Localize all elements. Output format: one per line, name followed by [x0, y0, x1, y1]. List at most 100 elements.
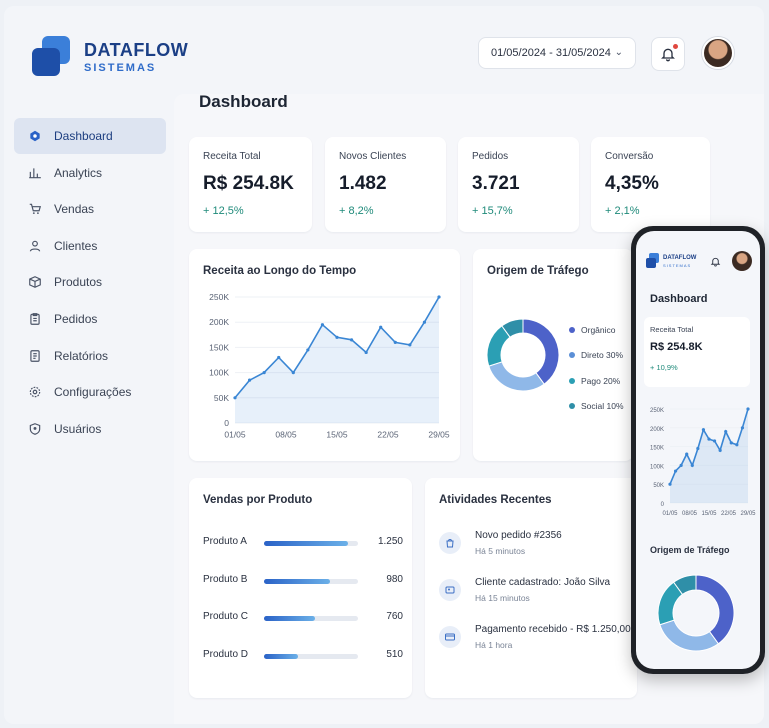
data-point — [707, 437, 711, 441]
bar-value: 980 — [386, 573, 403, 585]
data-point — [701, 428, 706, 432]
y-tick-label: 150K — [209, 342, 229, 352]
bar-label: Produto B — [203, 573, 248, 585]
activity-item[interactable]: Novo pedido #2356 Há 5 minutos — [439, 530, 629, 566]
kpi-delta: + 2,1% — [605, 205, 640, 217]
data-point — [247, 378, 252, 382]
data-point — [679, 463, 683, 467]
date-range-picker[interactable]: 01/05/2024 - 31/05/2024 ⌄ — [478, 37, 636, 69]
sidebar-item-label: Usuários — [54, 421, 102, 436]
activity-item[interactable]: Pagamento recebido - R$ 1.250,00 Há 1 hor… — [439, 624, 631, 660]
data-point — [393, 340, 397, 344]
donut-slice — [695, 574, 735, 645]
y-tick-label: 200K — [650, 427, 664, 433]
bar-value: 1.250 — [377, 536, 403, 547]
y-tick-label: 250K — [650, 408, 664, 414]
mobile-kpi-label: Receita Total — [650, 325, 694, 334]
data-point — [437, 295, 441, 299]
data-point — [320, 323, 325, 327]
brand-name: DATAFLOW — [84, 40, 189, 60]
bar-fill — [264, 616, 316, 621]
data-point — [349, 338, 354, 342]
legend-swatch — [569, 403, 575, 410]
traffic-donut-chart — [486, 318, 560, 392]
traffic-card: Origem de Tráfego Orgânico Direto 30% Pago… — [473, 249, 633, 461]
bar-track — [264, 653, 358, 659]
sidebar-item-produtos[interactable]: Produtos — [14, 264, 166, 300]
analytics-icon — [28, 166, 42, 180]
bell-icon — [661, 48, 675, 62]
activities-title: Atividades Recentes — [439, 494, 552, 506]
sidebar-item-usuarios[interactable]: Usuários — [14, 411, 166, 447]
legend-item: Direto 30% — [569, 343, 624, 369]
y-tick-label: 50K — [214, 393, 229, 403]
logo-mark-icon — [32, 36, 72, 76]
user-icon — [28, 239, 42, 253]
legend-label: Orgânico — [581, 324, 616, 335]
data-point — [335, 335, 339, 339]
activity-title: Pagamento recebido - R$ 1.250,00 — [475, 624, 631, 635]
sidebar-item-dashboard[interactable]: Dashboard — [14, 118, 166, 154]
dashboard-icon — [28, 129, 42, 143]
data-point — [422, 320, 427, 324]
data-point — [735, 443, 739, 447]
mobile-revenue-chart: 0 50K 100K 150K 200K 250K 01/05 08/05 15/05 22/05… — [650, 407, 756, 517]
user-avatar[interactable] — [702, 37, 734, 69]
sidebar-item-vendas[interactable]: Vendas — [14, 191, 166, 227]
donut-slice — [659, 619, 720, 652]
bar-fill — [264, 541, 348, 546]
mobile-kpi-delta: + 10,9% — [650, 363, 678, 372]
y-tick-label: 150K — [650, 446, 664, 452]
kpi-value: 3.721 — [472, 173, 520, 194]
gear-icon — [28, 385, 42, 399]
sidebar-item-configuracoes[interactable]: Configurações — [14, 374, 166, 410]
y-tick-label: 100K — [650, 464, 664, 470]
legend-swatch — [569, 377, 575, 384]
mobile-screen: DATAFLOW SISTEMAS Dashboard Receita Tota… — [636, 231, 760, 669]
legend-label: Social 10% — [581, 401, 624, 412]
sidebar-item-label: Analytics — [54, 165, 103, 180]
sidebar-item-relatorios[interactable]: Relatórios — [14, 338, 166, 374]
activity-time: Há 15 minutos — [475, 593, 530, 603]
mobile-kpi-card: Receita Total R$ 254.8K + 10,9% — [644, 317, 750, 387]
x-tick-label: 15/05 — [701, 511, 717, 517]
legend-item: Orgânico — [569, 317, 624, 343]
traffic-title: Origem de Tráfego — [487, 265, 589, 277]
revenue-chart-card: Receita ao Longo do Tempo 0 50K 100K 150K 20… — [189, 249, 460, 461]
mobile-preview: DATAFLOW SISTEMAS Dashboard Receita Tota… — [631, 226, 765, 674]
data-point — [729, 441, 733, 445]
bar-fill — [264, 653, 299, 659]
brand-subtitle: SISTEMAS — [84, 62, 157, 74]
donut-slice — [522, 318, 560, 385]
revenue-chart-title: Receita ao Longo do Tempo — [203, 265, 357, 277]
sidebar-item-label: Dashboard — [54, 129, 113, 143]
kpi-card-revenue: Receita Total R$ 254.8K + 12,5% — [189, 137, 312, 232]
bar-fill — [264, 578, 330, 584]
data-point — [740, 426, 745, 430]
y-tick-label: 250K — [209, 292, 229, 302]
activities-card: Atividades Recentes Novo pedido #2356 Há … — [425, 478, 637, 698]
kpi-value: R$ 254.8K — [203, 173, 294, 194]
data-point — [306, 348, 310, 352]
bar-label: Produto D — [203, 648, 249, 660]
line-area — [235, 297, 439, 423]
sidebar-item-label: Vendas — [54, 202, 95, 217]
sidebar-item-clientes[interactable]: Clientes — [14, 228, 166, 264]
x-tick-label: 15/05 — [326, 430, 348, 440]
traffic-legend: Orgânico Direto 30% Pago 20% Social 10% — [569, 317, 624, 419]
data-point — [379, 325, 383, 329]
sidebar-item-pedidos[interactable]: Pedidos — [14, 301, 166, 337]
notifications-button[interactable] — [651, 37, 685, 71]
sidebar-item-analytics[interactable]: Analytics — [14, 155, 166, 191]
mobile-bell-icon[interactable] — [710, 256, 721, 267]
payment-icon — [439, 626, 461, 648]
y-tick-label: 50K — [653, 483, 664, 489]
cart-icon — [28, 202, 42, 216]
mobile-avatar[interactable] — [732, 251, 752, 271]
sales-card: Vendas por Produto Produto A 1.250 Produto… — [189, 478, 412, 698]
sales-bar-row: Produto B 980 — [203, 574, 403, 590]
data-point — [277, 355, 281, 360]
x-tick-label: 29/05 — [428, 430, 450, 440]
data-point — [685, 452, 689, 456]
activity-item[interactable]: Cliente cadastrado: João Silva Há 15 minu… — [439, 577, 629, 613]
